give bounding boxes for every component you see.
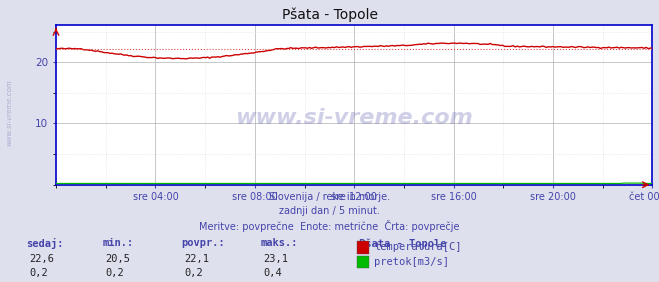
- Text: 20,5: 20,5: [105, 254, 130, 264]
- Text: Pšata - Topole: Pšata - Topole: [281, 7, 378, 21]
- Text: 0,4: 0,4: [264, 268, 282, 278]
- Text: pretok[m3/s]: pretok[m3/s]: [374, 257, 449, 267]
- Text: 0,2: 0,2: [185, 268, 203, 278]
- Text: zadnji dan / 5 minut.: zadnji dan / 5 minut.: [279, 206, 380, 216]
- Text: Meritve: povprečne  Enote: metrične  Črta: povprečje: Meritve: povprečne Enote: metrične Črta:…: [199, 220, 460, 232]
- Text: 22,1: 22,1: [185, 254, 210, 264]
- Text: min.:: min.:: [102, 238, 133, 248]
- Text: sedaj:: sedaj:: [26, 238, 64, 249]
- Text: 0,2: 0,2: [30, 268, 48, 278]
- Text: temperatura[C]: temperatura[C]: [374, 243, 462, 252]
- Text: Slovenija / reke in morje.: Slovenija / reke in morje.: [269, 192, 390, 202]
- Text: www.si-vreme.com: www.si-vreme.com: [235, 108, 473, 128]
- Text: Pšata - Topole: Pšata - Topole: [359, 238, 447, 249]
- Text: maks.:: maks.:: [260, 238, 298, 248]
- Text: 22,6: 22,6: [30, 254, 55, 264]
- Text: 0,2: 0,2: [105, 268, 124, 278]
- Text: 23,1: 23,1: [264, 254, 289, 264]
- Text: povpr.:: povpr.:: [181, 238, 225, 248]
- Text: www.si-vreme.com: www.si-vreme.com: [7, 80, 13, 146]
